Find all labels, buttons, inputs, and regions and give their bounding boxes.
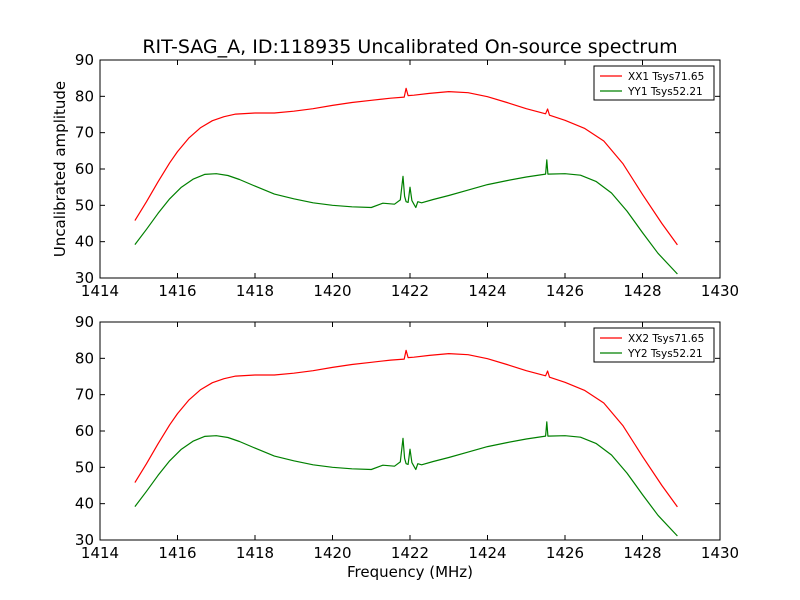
x-tick-label: 1428 xyxy=(623,282,661,300)
y-tick-label: 40 xyxy=(75,495,94,513)
legend-label-2: YY1 Tsys52.21 xyxy=(627,86,703,98)
x-tick-label: 1418 xyxy=(236,282,274,300)
y-tick-label: 90 xyxy=(75,313,94,331)
x-tick-label: 1430 xyxy=(701,544,739,562)
y-tick-label: 70 xyxy=(75,124,94,142)
x-tick-label: 1424 xyxy=(468,544,506,562)
legend: XX2 Tsys71.65 YY2 Tsys52.21 xyxy=(593,327,715,363)
x-axis-label: Frequency (MHz) xyxy=(347,563,473,581)
legend-box xyxy=(593,65,715,101)
y-tick-label: 80 xyxy=(75,349,94,367)
y-tick-label: 80 xyxy=(75,87,94,105)
x-tick-label: 1430 xyxy=(701,282,739,300)
y-tick-label: 50 xyxy=(75,196,94,214)
legend: XX1 Tsys71.65 YY1 Tsys52.21 xyxy=(593,65,715,101)
series-line-2 xyxy=(134,421,678,537)
y-tick-label: 60 xyxy=(75,422,94,440)
legend-label-2: YY2 Tsys52.21 xyxy=(627,348,703,360)
x-tick-label: 1416 xyxy=(158,282,196,300)
y-tick-label: 50 xyxy=(75,458,94,476)
x-tick-label: 1422 xyxy=(391,282,429,300)
y-axis-label: Uncalibrated amplitude xyxy=(51,81,69,257)
bottom-panel: 1414 1416 1418 1420 1422 1424 1426 1428 1430 30 40… xyxy=(75,313,739,562)
x-tick-label: 1418 xyxy=(236,544,274,562)
x-tick-label: 1420 xyxy=(313,282,351,300)
x-tick-label: 1426 xyxy=(546,544,584,562)
x-tick-label: 1422 xyxy=(391,544,429,562)
y-tick-label: 60 xyxy=(75,160,94,178)
x-tick-label: 1416 xyxy=(158,544,196,562)
legend-label-1: XX2 Tsys71.65 xyxy=(628,333,704,345)
x-tick-label: 1428 xyxy=(623,544,661,562)
figure-title: RIT-SAG_A, ID:118935 Uncalibrated On-sou… xyxy=(142,36,677,58)
y-tick-label: 70 xyxy=(75,386,94,404)
series-line-1 xyxy=(134,349,678,508)
series-line-1 xyxy=(134,87,678,246)
y-tick-label: 40 xyxy=(75,233,94,251)
x-tick-label: 1414 xyxy=(81,544,119,562)
y-tick-label: 30 xyxy=(75,531,94,549)
series-line-2 xyxy=(134,159,678,275)
top-panel: 1414 1416 1418 1420 1422 1424 1426 1428 1430 30 40… xyxy=(51,51,739,300)
y-tick-label: 90 xyxy=(75,51,94,69)
x-tick-label: 1424 xyxy=(468,282,506,300)
x-tick-label: 1426 xyxy=(546,282,584,300)
legend-label-1: XX1 Tsys71.65 xyxy=(628,71,704,83)
legend-box xyxy=(593,327,715,363)
y-tick-label: 30 xyxy=(75,269,94,287)
x-tick-label: 1420 xyxy=(313,544,351,562)
x-tick-label: 1414 xyxy=(81,282,119,300)
